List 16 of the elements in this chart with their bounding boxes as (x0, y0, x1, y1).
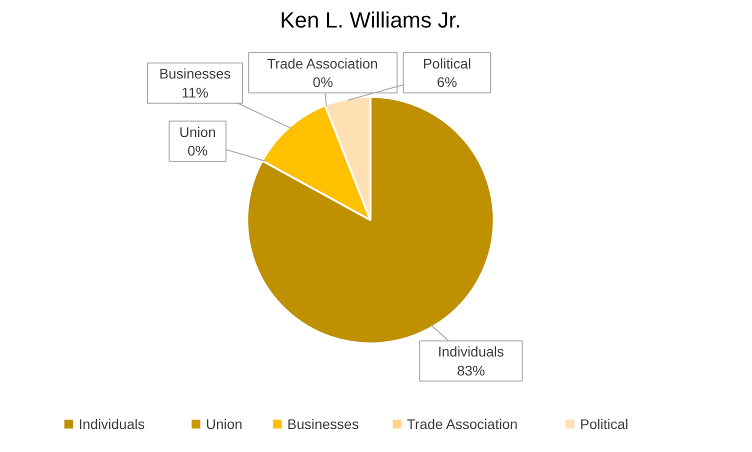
legend-label: Political (580, 416, 628, 432)
legend-label: Businesses (287, 416, 359, 432)
text: 0% (312, 74, 334, 90)
slice-label: Individuals (438, 344, 504, 360)
legend-label: Union (206, 416, 242, 432)
legend-label: Individuals (78, 416, 145, 432)
data-label: 83% (456, 362, 485, 378)
data-label: 11% (182, 84, 208, 101)
data-label: 6% (436, 74, 458, 90)
slice-label: Political (422, 55, 472, 72)
slice-label: Businesses (159, 66, 231, 82)
category-label: Union (179, 124, 216, 140)
category-label: Trade Association (267, 55, 378, 72)
chart-title: Ken L. Williams Jr. (280, 8, 461, 32)
text: 0% (187, 142, 208, 159)
legend-label: Trade Association (406, 416, 518, 432)
